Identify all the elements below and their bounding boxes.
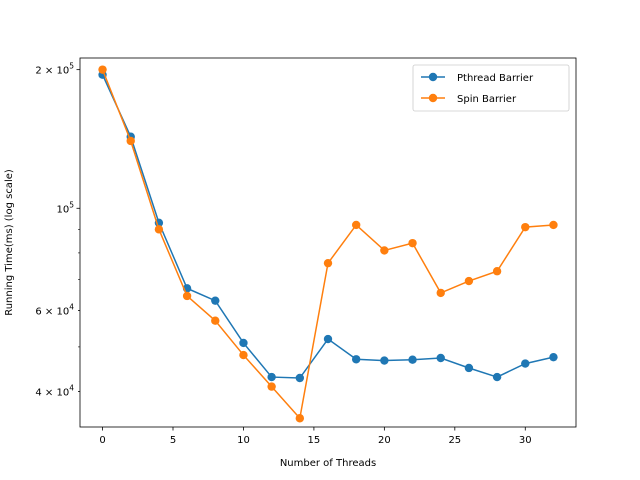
data-point	[323, 258, 333, 268]
x-axis-label: Number of Threads	[280, 458, 376, 469]
x-tick-label: 30	[519, 435, 532, 446]
plot-frame	[79, 57, 577, 428]
data-point	[211, 316, 220, 325]
data-point	[126, 136, 135, 146]
data-point	[464, 276, 474, 286]
y-tick-exponent: 4	[69, 384, 74, 393]
x-tick-label: 20	[378, 435, 391, 446]
legend-swatch-marker	[428, 93, 438, 103]
x-tick-label: 10	[237, 435, 250, 446]
x-tick-label: 5	[170, 435, 176, 446]
data-point	[380, 246, 389, 255]
data-point	[267, 372, 276, 382]
series-layer	[98, 65, 558, 423]
data-point	[323, 334, 333, 344]
data-point	[295, 373, 305, 383]
x-tick-label: 15	[308, 435, 321, 446]
data-point	[408, 355, 417, 364]
data-point	[239, 350, 248, 360]
series-pthread-barrier	[98, 70, 558, 383]
legend-item: Spin Barrier	[421, 93, 517, 105]
data-point	[98, 65, 107, 74]
y-axis-label: Running Time(ms) (log scale)	[4, 169, 15, 316]
series-line	[101, 69, 554, 420]
legend-swatch-marker	[428, 72, 438, 82]
y-tick-mantissa: 6 × 10	[35, 306, 69, 317]
data-point	[154, 225, 164, 234]
y-tick-exponent: 5	[69, 62, 74, 71]
data-point	[380, 356, 389, 365]
data-point	[408, 238, 417, 248]
y-tick-mantissa: 4 × 10	[35, 388, 69, 399]
legend-label: Spin Barrier	[457, 94, 517, 105]
y-tick-label: 105	[56, 200, 74, 215]
data-point	[295, 414, 305, 423]
data-point	[492, 267, 502, 276]
series-spin-barrier	[98, 65, 558, 423]
data-point	[492, 372, 502, 382]
y-tick-mantissa: 10	[56, 204, 69, 215]
data-point	[436, 288, 445, 298]
data-point	[351, 355, 361, 364]
y-tick-exponent: 5	[69, 200, 74, 209]
legend-item: Pthread Barrier	[421, 72, 534, 84]
x-tick-label: 25	[448, 435, 461, 446]
y-tick-label: 2 × 105	[35, 62, 74, 77]
legend-box	[412, 64, 570, 112]
legend-label: Pthread Barrier	[457, 73, 534, 84]
legend: Pthread Barrier Spin Barrier	[412, 64, 570, 112]
data-point	[211, 296, 220, 305]
data-point	[267, 382, 276, 391]
data-point	[464, 363, 474, 373]
data-point	[549, 220, 558, 230]
y-tick-label: 6 × 104	[35, 302, 74, 317]
data-point	[182, 291, 192, 301]
y-tick-mantissa: 2 × 10	[35, 66, 69, 77]
series-line	[101, 74, 554, 379]
data-point	[351, 220, 361, 230]
y-tick-exponent: 4	[69, 302, 74, 311]
x-tick-label: 0	[99, 435, 105, 446]
data-point	[436, 353, 445, 363]
data-point	[521, 359, 530, 368]
data-point	[521, 222, 530, 232]
y-tick-label: 4 × 104	[35, 384, 74, 399]
data-point	[549, 352, 558, 362]
data-point	[239, 338, 248, 348]
